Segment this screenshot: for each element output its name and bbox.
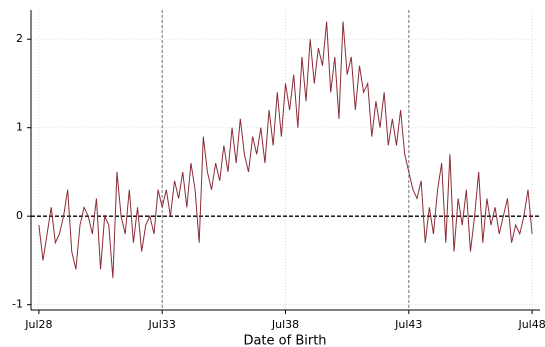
y-tick-label: 0 xyxy=(16,209,23,222)
x-tick-label: Jul33 xyxy=(148,318,176,331)
y-tick-label: -1 xyxy=(12,298,23,311)
x-tick-label: Jul43 xyxy=(394,318,422,331)
x-tick-label: Jul38 xyxy=(271,318,299,331)
x-tick-label: Jul28 xyxy=(24,318,52,331)
y-tick-label: 2 xyxy=(16,32,23,45)
y-tick-label: 1 xyxy=(16,121,23,134)
x-tick-label: Jul48 xyxy=(517,318,545,331)
data-line xyxy=(38,21,533,279)
x-axis-title: Date of Birth xyxy=(243,334,326,347)
